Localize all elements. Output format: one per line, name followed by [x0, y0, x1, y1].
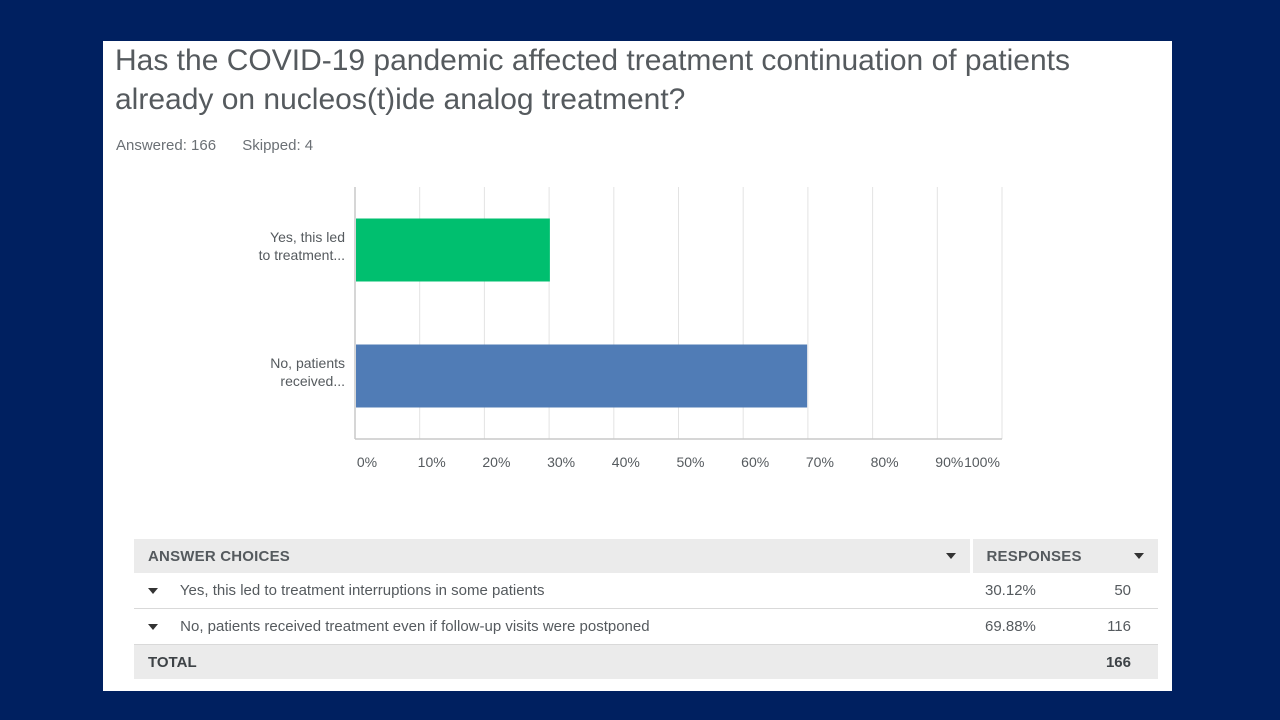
x-tick-label: 0%: [357, 454, 377, 470]
sort-caret-icon[interactable]: [945, 552, 956, 559]
table-row: Yes, this led to treatment interruptions…: [134, 573, 1158, 609]
answered-count: Answered: 166: [116, 137, 217, 154]
total-row: TOTAL 166: [134, 644, 1158, 679]
x-tick-label: 100%: [964, 454, 1000, 470]
x-tick-label: 50%: [676, 454, 704, 470]
responses-header[interactable]: RESPONSES: [969, 539, 1158, 573]
response-stats: Answered: 166 Skipped: 4: [116, 137, 335, 154]
response-count: 116: [1091, 608, 1158, 645]
x-tick-label: 20%: [482, 454, 510, 470]
answer-choices-header[interactable]: ANSWER CHOICES: [134, 539, 971, 573]
table-header-row: ANSWER CHOICES RESPONSES: [134, 539, 1158, 573]
x-tick-label: 60%: [741, 454, 769, 470]
bar-1: [356, 218, 550, 282]
x-tick-label: 10%: [418, 454, 446, 470]
sort-caret-icon[interactable]: [1134, 552, 1144, 559]
expand-caret-icon[interactable]: [148, 588, 158, 595]
answer-choice-cell: No, patients received treatment even if …: [134, 608, 971, 645]
responses-header-label: RESPONSES: [986, 547, 1082, 565]
answer-choice-cell: Yes, this led to treatment interruptions…: [134, 573, 971, 609]
skipped-count: Skipped: 4: [242, 137, 314, 154]
expand-caret-icon[interactable]: [148, 624, 158, 631]
total-label: TOTAL: [134, 644, 1091, 679]
category-label: received...: [280, 373, 345, 389]
bar-chart: 0% 10% 20% 30% 40% 50% 60% 70% 80% 90% 100% Yes, th…: [259, 187, 1003, 470]
category-label: to treatment...: [259, 247, 345, 263]
answer-choice-text: Yes, this led to treatment interruptions…: [179, 582, 545, 599]
category-label: Yes, this led: [270, 229, 345, 245]
category-label: No, patients: [270, 355, 345, 371]
x-tick-label: 40%: [612, 454, 640, 470]
response-count: 50: [1091, 573, 1158, 609]
total-count: 166: [1091, 644, 1158, 679]
table-row: No, patients received treatment even if …: [134, 608, 1158, 645]
response-percent: 30.12%: [971, 573, 1091, 609]
x-tick-label: 70%: [806, 454, 834, 470]
question-title: Has the COVID-19 pandemic affected treat…: [115, 44, 1070, 116]
response-percent: 69.88%: [971, 608, 1091, 645]
bar-2: [356, 344, 808, 408]
survey-question-panel: Has the COVID-19 pandemic affected treat…: [103, 41, 1172, 691]
answer-choices-header-label: ANSWER CHOICES: [148, 547, 290, 565]
answer-choice-text: No, patients received treatment even if …: [180, 618, 650, 635]
answer-summary-table: ANSWER CHOICES RESPONSES Yes, this led t…: [134, 539, 1158, 679]
x-tick-label: 90%: [935, 454, 963, 470]
x-tick-label: 30%: [547, 454, 575, 470]
x-tick-label: 80%: [871, 454, 899, 470]
